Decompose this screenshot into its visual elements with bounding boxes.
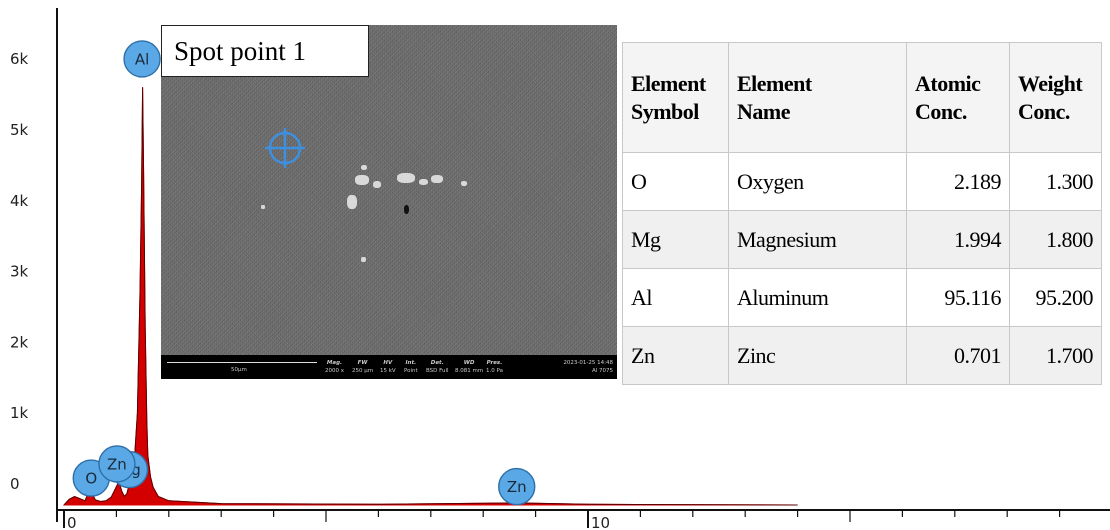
peak-marker-circle xyxy=(498,467,536,506)
table-row: Zn Zinc 0.701 1.700 xyxy=(622,326,1102,385)
sem-particle xyxy=(261,205,265,209)
sem-field: Mag. 2000 x xyxy=(325,360,345,374)
header-atomic-conc: Atomic Conc. xyxy=(906,42,1010,153)
sem-particle xyxy=(373,181,381,188)
sem-field: Int. Point xyxy=(404,360,418,374)
cell-atomic: 2.189 xyxy=(906,152,1010,211)
cell-weight: 95.200 xyxy=(1009,268,1102,327)
sem-field: HV 15 kV xyxy=(380,360,396,374)
y-tick-label: 6k xyxy=(10,50,29,68)
composition-table: Element Symbol Element Name Atomic Conc. We… xyxy=(622,42,1102,385)
sem-field: Det. BSD Full xyxy=(426,360,449,374)
sem-particle xyxy=(397,173,415,183)
peak-label-text: Zn xyxy=(107,455,127,473)
cell-weight: 1.800 xyxy=(1009,210,1102,269)
peak-labels: AlOMgZnZn xyxy=(72,40,536,506)
peak-label-zn: Zn xyxy=(98,445,136,483)
cell-symbol: Mg xyxy=(622,210,729,269)
peak-label-zn: Zn xyxy=(498,467,536,506)
x-axis: 0 10 xyxy=(57,509,1110,530)
header-element-symbol: Element Symbol xyxy=(622,42,729,153)
sem-particle xyxy=(347,195,357,209)
sem-scale-bar xyxy=(167,362,317,363)
table-header-row: Element Symbol Element Name Atomic Conc. We… xyxy=(622,42,1102,153)
sem-pore xyxy=(404,205,409,214)
sem-micrograph: 50µm Mag. 2000 x FW 250 µm HV 15 kV Int. Poi… xyxy=(161,25,617,379)
sem-data-bar: 50µm Mag. 2000 x FW 250 µm HV 15 kV Int. Poi… xyxy=(161,355,617,379)
peak-marker-circle xyxy=(123,40,161,78)
spot-point-label: Spot point 1 xyxy=(161,25,369,77)
table-row: O Oxygen 2.189 1.300 xyxy=(622,152,1102,211)
y-tick-label: 4k xyxy=(10,192,29,210)
sem-particle xyxy=(355,175,369,185)
sem-particle xyxy=(431,175,443,183)
header-element-name: Element Name xyxy=(728,42,907,153)
sem-field: Pres. 1.0 Pa xyxy=(486,360,503,374)
peak-marker-circle xyxy=(98,445,136,483)
cell-name: Aluminum xyxy=(728,268,907,327)
cell-atomic: 1.994 xyxy=(906,210,1010,269)
y-axis: 0 1k 2k 3k 4k 5k 6k xyxy=(10,8,58,522)
peak-label-text: Zn xyxy=(507,478,527,496)
peak-label-text: Al xyxy=(135,50,149,68)
cell-name: Oxygen xyxy=(728,152,907,211)
header-weight-conc: Weight Conc. xyxy=(1009,42,1102,153)
table-row: Al Aluminum 95.116 95.200 xyxy=(622,268,1102,327)
cell-weight: 1.300 xyxy=(1009,152,1102,211)
sem-date-block: 2023-01-25 14:48 Al 7075 xyxy=(563,360,613,374)
sem-texture xyxy=(161,25,617,379)
sem-particle xyxy=(419,179,428,185)
sem-particle xyxy=(361,257,366,262)
sem-particle xyxy=(461,181,467,186)
y-tick-label: 1k xyxy=(10,404,29,422)
cell-name: Zinc xyxy=(728,326,907,385)
x-tick-label: 0 xyxy=(67,514,77,530)
table-row: Mg Magnesium 1.994 1.800 xyxy=(622,210,1102,269)
peak-label-text: O xyxy=(85,470,97,488)
x-tick-label: 10 xyxy=(591,514,610,530)
y-tick-label: 5k xyxy=(10,121,29,139)
cell-symbol: Zn xyxy=(622,326,729,385)
cell-symbol: O xyxy=(622,152,729,211)
cell-weight: 1.700 xyxy=(1009,326,1102,385)
peak-label-al: Al xyxy=(123,40,161,78)
cell-atomic: 0.701 xyxy=(906,326,1010,385)
sem-field: FW 250 µm xyxy=(352,360,374,374)
sem-scale-label: 50µm xyxy=(231,367,247,373)
cell-symbol: Al xyxy=(622,268,729,327)
sem-particle xyxy=(361,165,367,170)
cell-atomic: 95.116 xyxy=(906,268,1010,327)
y-tick-label: 2k xyxy=(10,333,29,351)
sem-field: WD 8.081 mm xyxy=(455,360,484,374)
y-tick-label: 0 xyxy=(10,475,20,493)
y-tick-label: 3k xyxy=(10,263,29,281)
cell-name: Magnesium xyxy=(728,210,907,269)
spot-crosshair-icon xyxy=(265,128,305,168)
